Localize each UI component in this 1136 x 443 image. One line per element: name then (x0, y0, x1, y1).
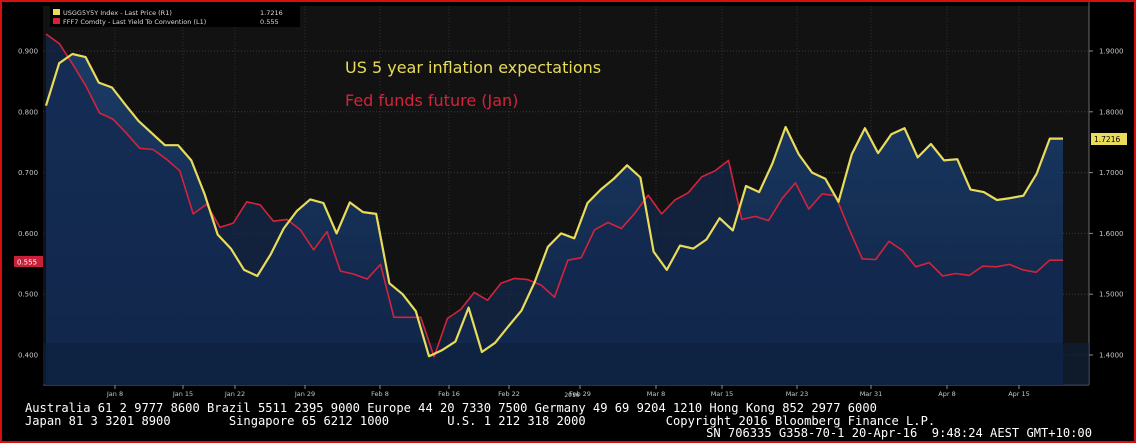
right-last-value-label: 1.7216 (1094, 135, 1120, 144)
legend-value-inflation: 1.7216 (260, 9, 283, 17)
legend-swatch-inflation (53, 9, 60, 15)
legend-box (50, 6, 300, 27)
footer-line-3: SN 706335 G358-70-1 20-Apr-16 9:48:24 AE… (706, 426, 1092, 440)
legend-label-inflation: USGG5Y5Y Index - Last Price (R1) (63, 9, 172, 17)
y-left-tick-label: 0.900 (18, 48, 38, 56)
series-line-inflation (44, 52, 1063, 358)
x-tick-label: Mar 15 (711, 390, 734, 398)
legend-value-fedfunds: 0.555 (260, 18, 279, 26)
footer-line-1: Australia 61 2 9777 8600 Brazil 5511 239… (25, 401, 877, 415)
y-right-tick-label: 1.5000 (1099, 291, 1124, 299)
y-left-tick-label: 0.400 (18, 352, 38, 360)
area-base-band (43, 343, 1089, 385)
y-left-tick-label: 0.500 (18, 291, 38, 299)
right-last-value-marker (1091, 133, 1127, 145)
y-left-tick-label: 0.600 (18, 230, 38, 238)
legend-label-fedfunds: FFF7 Comdty - Last Yield To Convention (… (63, 18, 206, 26)
series-line-fedfunds (45, 33, 1063, 358)
y-right-tick-label: 1.4000 (1099, 352, 1124, 360)
y-right-tick-label: 1.8000 (1099, 108, 1124, 116)
annotation-fedfunds: Fed funds future (Jan) (345, 91, 518, 110)
y-right-tick-label: 1.7000 (1099, 169, 1124, 177)
x-tick-label: Apr 15 (1008, 390, 1030, 398)
annotation-inflation: US 5 year inflation expectations (345, 58, 601, 77)
x-tick-label: Apr 8 (938, 390, 955, 398)
x-tick-label: Jan 8 (106, 390, 123, 398)
y-left-tick-label: 0.700 (18, 169, 38, 177)
legend-swatch-fedfunds (53, 18, 60, 24)
x-tick-label: Jan 29 (294, 390, 315, 398)
x-tick-label: Jan 22 (224, 390, 245, 398)
x-tick-label: Feb 29 (569, 390, 591, 398)
left-last-value-label: 0.555 (17, 259, 37, 267)
x-tick-label: Mar 23 (786, 390, 809, 398)
left-last-value-marker (14, 256, 43, 267)
x-year-label: 2016 (564, 392, 579, 399)
x-tick-label: Jan 15 (172, 390, 193, 398)
y-right-tick-label: 1.6000 (1099, 230, 1124, 238)
x-tick-label: Feb 8 (371, 390, 389, 398)
x-tick-label: Mar 8 (647, 390, 665, 398)
y-left-tick-label: 0.800 (18, 108, 38, 116)
x-tick-label: Feb 22 (498, 390, 520, 398)
footer-line-2: Japan 81 3 3201 8900 Singapore 65 6212 1… (25, 414, 935, 428)
x-tick-label: Mar 31 (860, 390, 883, 398)
y-right-tick-label: 1.9000 (1099, 48, 1124, 56)
x-tick-label: Feb 16 (438, 390, 460, 398)
area-fedfunds (46, 34, 1063, 385)
